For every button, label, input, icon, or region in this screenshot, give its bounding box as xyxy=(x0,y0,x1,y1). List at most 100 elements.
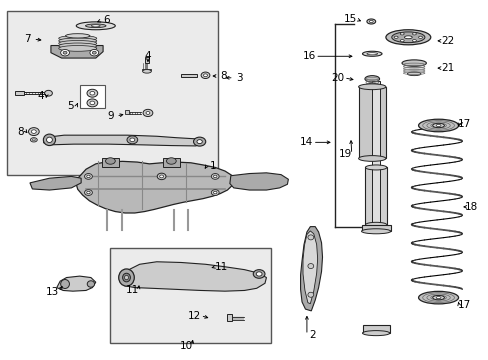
Text: 10: 10 xyxy=(179,341,192,351)
Text: 17: 17 xyxy=(457,300,470,310)
Ellipse shape xyxy=(105,158,115,164)
Ellipse shape xyxy=(256,272,262,276)
Ellipse shape xyxy=(122,273,130,282)
Ellipse shape xyxy=(253,270,264,278)
Ellipse shape xyxy=(203,74,207,77)
Polygon shape xyxy=(300,226,322,311)
Text: 12: 12 xyxy=(188,311,201,320)
Ellipse shape xyxy=(59,38,97,44)
Ellipse shape xyxy=(365,222,386,227)
Bar xyxy=(227,314,232,320)
Ellipse shape xyxy=(157,173,165,180)
Ellipse shape xyxy=(391,32,424,42)
Ellipse shape xyxy=(201,72,209,78)
Ellipse shape xyxy=(365,165,386,170)
Ellipse shape xyxy=(92,51,96,54)
Ellipse shape xyxy=(91,25,100,27)
Ellipse shape xyxy=(90,91,95,95)
Ellipse shape xyxy=(213,175,217,178)
Text: 8: 8 xyxy=(220,71,227,81)
Ellipse shape xyxy=(159,175,163,178)
Bar xyxy=(80,85,105,108)
Text: 4: 4 xyxy=(144,51,151,61)
Bar xyxy=(15,91,24,95)
Ellipse shape xyxy=(432,296,444,300)
Ellipse shape xyxy=(361,229,390,234)
Ellipse shape xyxy=(59,41,97,46)
Bar xyxy=(181,74,196,77)
Polygon shape xyxy=(122,262,266,291)
Ellipse shape xyxy=(364,76,379,82)
Text: 14: 14 xyxy=(300,138,313,147)
Ellipse shape xyxy=(59,36,97,41)
Ellipse shape xyxy=(130,138,135,141)
Ellipse shape xyxy=(85,24,106,28)
Ellipse shape xyxy=(61,279,69,288)
Bar xyxy=(144,57,149,63)
Ellipse shape xyxy=(84,174,92,179)
Ellipse shape xyxy=(393,36,397,39)
Ellipse shape xyxy=(44,90,52,96)
Bar xyxy=(102,158,119,167)
Text: 18: 18 xyxy=(464,202,477,212)
Text: 16: 16 xyxy=(302,51,315,61)
Polygon shape xyxy=(30,176,81,190)
Ellipse shape xyxy=(119,269,134,286)
Ellipse shape xyxy=(142,69,151,73)
Text: 1: 1 xyxy=(209,161,216,171)
Polygon shape xyxy=(303,231,317,304)
Text: 2: 2 xyxy=(309,330,315,340)
Ellipse shape xyxy=(404,36,411,39)
Ellipse shape xyxy=(46,137,52,143)
Ellipse shape xyxy=(400,40,404,42)
Ellipse shape xyxy=(86,175,90,178)
Text: 11: 11 xyxy=(125,285,139,296)
Ellipse shape xyxy=(407,72,420,76)
Text: 20: 20 xyxy=(331,73,344,83)
Ellipse shape xyxy=(87,89,98,97)
Bar xyxy=(371,81,379,231)
Text: 7: 7 xyxy=(24,34,31,44)
Text: 21: 21 xyxy=(440,63,453,73)
Ellipse shape xyxy=(59,45,97,51)
Ellipse shape xyxy=(400,33,404,35)
Ellipse shape xyxy=(211,174,219,179)
Text: 15: 15 xyxy=(344,14,357,24)
Ellipse shape xyxy=(197,140,202,144)
Ellipse shape xyxy=(432,123,444,128)
Ellipse shape xyxy=(366,53,377,55)
Ellipse shape xyxy=(418,119,458,132)
Ellipse shape xyxy=(87,99,98,107)
Bar xyxy=(162,158,180,167)
Ellipse shape xyxy=(435,125,440,127)
Bar xyxy=(361,225,390,231)
Ellipse shape xyxy=(358,156,385,161)
Ellipse shape xyxy=(84,190,92,195)
Ellipse shape xyxy=(418,36,422,39)
Ellipse shape xyxy=(412,33,415,35)
Text: 9: 9 xyxy=(107,111,114,121)
Bar xyxy=(358,87,385,158)
Text: 6: 6 xyxy=(103,15,110,26)
Text: 3: 3 xyxy=(236,73,243,83)
Ellipse shape xyxy=(362,51,381,56)
Polygon shape xyxy=(57,276,96,291)
Polygon shape xyxy=(43,135,205,146)
Ellipse shape xyxy=(213,191,217,194)
Polygon shape xyxy=(51,45,103,58)
Ellipse shape xyxy=(124,275,128,280)
Ellipse shape xyxy=(43,134,56,145)
Ellipse shape xyxy=(385,30,430,45)
Ellipse shape xyxy=(366,19,375,24)
Bar xyxy=(365,167,386,225)
Ellipse shape xyxy=(401,60,426,66)
Ellipse shape xyxy=(368,83,375,85)
Text: 5: 5 xyxy=(67,102,74,112)
Ellipse shape xyxy=(63,51,67,54)
Ellipse shape xyxy=(90,49,99,56)
Ellipse shape xyxy=(307,292,313,297)
Ellipse shape xyxy=(412,40,415,42)
Ellipse shape xyxy=(143,109,153,117)
Ellipse shape xyxy=(86,191,90,194)
Bar xyxy=(362,325,389,333)
